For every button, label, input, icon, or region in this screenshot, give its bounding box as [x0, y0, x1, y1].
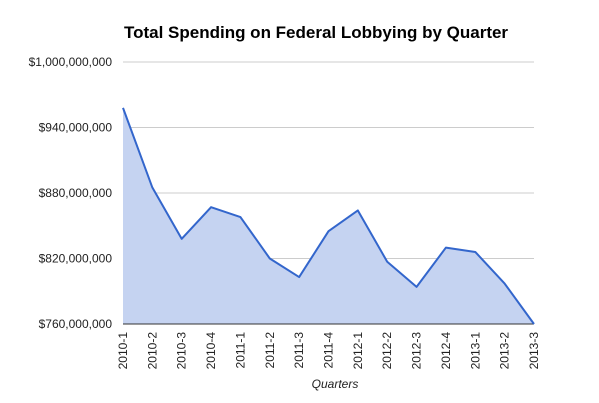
x-tick-label: 2011-2 [263, 332, 277, 369]
y-tick-label: $880,000,000 [39, 186, 113, 200]
y-tick-label: $820,000,000 [39, 252, 113, 266]
x-tick-label: 2013-2 [498, 332, 512, 370]
x-tick-label: 2013-1 [468, 332, 482, 370]
y-tick-label: $1,000,000,000 [29, 55, 113, 69]
x-axis-title: Quarters [312, 377, 359, 391]
area-fill [123, 107, 534, 324]
x-tick-label: 2010-3 [175, 332, 189, 370]
y-axis: $760,000,000 $820,000,000 $880,000,000 $940… [29, 55, 113, 331]
x-tick-label: 2013-3 [527, 332, 541, 370]
x-tick-label: 2012-3 [410, 332, 424, 370]
gridlines [123, 61, 534, 259]
x-tick-label: 2010-4 [204, 332, 218, 370]
x-tick-label: 2011-1 [233, 332, 247, 369]
x-tick-label: 2012-2 [380, 332, 394, 370]
plot-area [122, 107, 535, 325]
y-tick-label: $940,000,000 [39, 121, 113, 135]
x-tick-label: 2010-2 [145, 332, 159, 370]
y-tick-label: $760,000,000 [39, 317, 113, 331]
x-tick-label: 2012-4 [439, 332, 453, 370]
x-tick-label: 2012-1 [351, 332, 365, 370]
x-tick-label: 2010-1 [116, 332, 130, 370]
x-tick-label: 2011-4 [322, 332, 336, 369]
x-tick-label: 2011-3 [292, 332, 306, 369]
chart-title: Total Spending on Federal Lobbying by Qu… [124, 23, 508, 42]
x-axis: 2010-1 2010-2 2010-3 2010-4 2011-1 2011-2 2011… [116, 332, 541, 370]
